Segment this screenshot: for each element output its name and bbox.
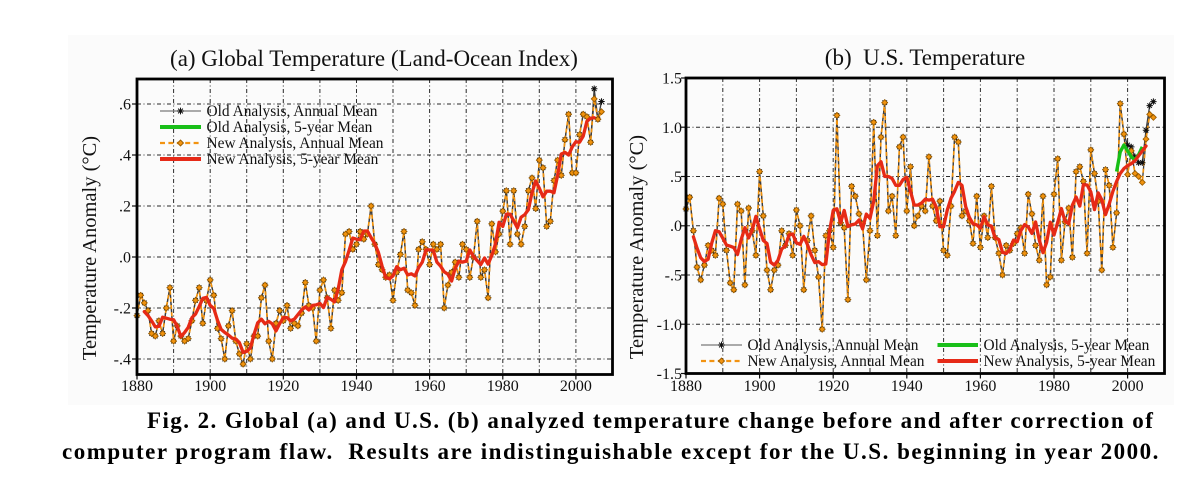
svg-text:(b) U.S. Temperature: (b) U.S. Temperature (825, 45, 1025, 70)
svg-text:1960: 1960 (964, 378, 996, 395)
svg-text:New Analysis, Annual Mean: New Analysis, Annual Mean (748, 353, 925, 370)
svg-text:Old Analysis, 5-year Mean: Old Analysis, 5-year Mean (207, 119, 373, 136)
svg-text:1980: 1980 (487, 378, 519, 395)
svg-text:1940: 1940 (891, 378, 923, 395)
svg-text:1920: 1920 (267, 378, 299, 395)
svg-text:1940: 1940 (341, 378, 373, 395)
svg-text:.5: .5 (670, 169, 682, 186)
svg-text:.6: .6 (119, 97, 131, 114)
svg-text:-1.0: -1.0 (657, 317, 682, 334)
svg-text:1.0: 1.0 (662, 120, 682, 137)
svg-text:.4: .4 (119, 148, 131, 165)
svg-text:New Analysis, 5-year Mean: New Analysis, 5-year Mean (984, 353, 1156, 370)
svg-text:2000: 2000 (1112, 378, 1144, 395)
svg-text:.0: .0 (670, 218, 682, 235)
svg-text:Temperature Anomaly (°C): Temperature Anomaly (°C) (626, 135, 648, 359)
svg-text:2000: 2000 (560, 378, 592, 395)
svg-text:1.5: 1.5 (662, 71, 682, 88)
svg-text:Old Analysis, Annual Mean: Old Analysis, Annual Mean (748, 337, 919, 354)
svg-text:1920: 1920 (817, 378, 849, 395)
svg-text:Old Analysis, 5-year Mean: Old Analysis, 5-year Mean (984, 337, 1150, 354)
svg-text:1880: 1880 (670, 378, 702, 395)
svg-text:-.2: -.2 (114, 301, 131, 318)
svg-text:-.5: -.5 (665, 268, 682, 285)
svg-text:.2: .2 (119, 199, 131, 216)
svg-text:1880: 1880 (121, 378, 153, 395)
svg-text:1900: 1900 (744, 378, 776, 395)
svg-text:.0: .0 (119, 250, 131, 267)
svg-text:Old Analysis, Annual Mean: Old Analysis, Annual Mean (207, 103, 378, 120)
svg-text:Temperature Anomaly (°C): Temperature Anomaly (°C) (79, 136, 101, 360)
svg-text:New Analysis, 5-year Mean: New Analysis, 5-year Mean (207, 151, 379, 168)
svg-text:-1.5: -1.5 (657, 366, 682, 383)
svg-text:1900: 1900 (194, 378, 226, 395)
svg-text:(a) Global Temperature (Land-O: (a) Global Temperature (Land-Ocean Index… (170, 46, 578, 71)
svg-text:1960: 1960 (414, 378, 446, 395)
svg-text:1980: 1980 (1038, 378, 1070, 395)
svg-text:New Analysis, Annual Mean: New Analysis, Annual Mean (207, 135, 384, 152)
svg-text:-.4: -.4 (114, 352, 131, 369)
